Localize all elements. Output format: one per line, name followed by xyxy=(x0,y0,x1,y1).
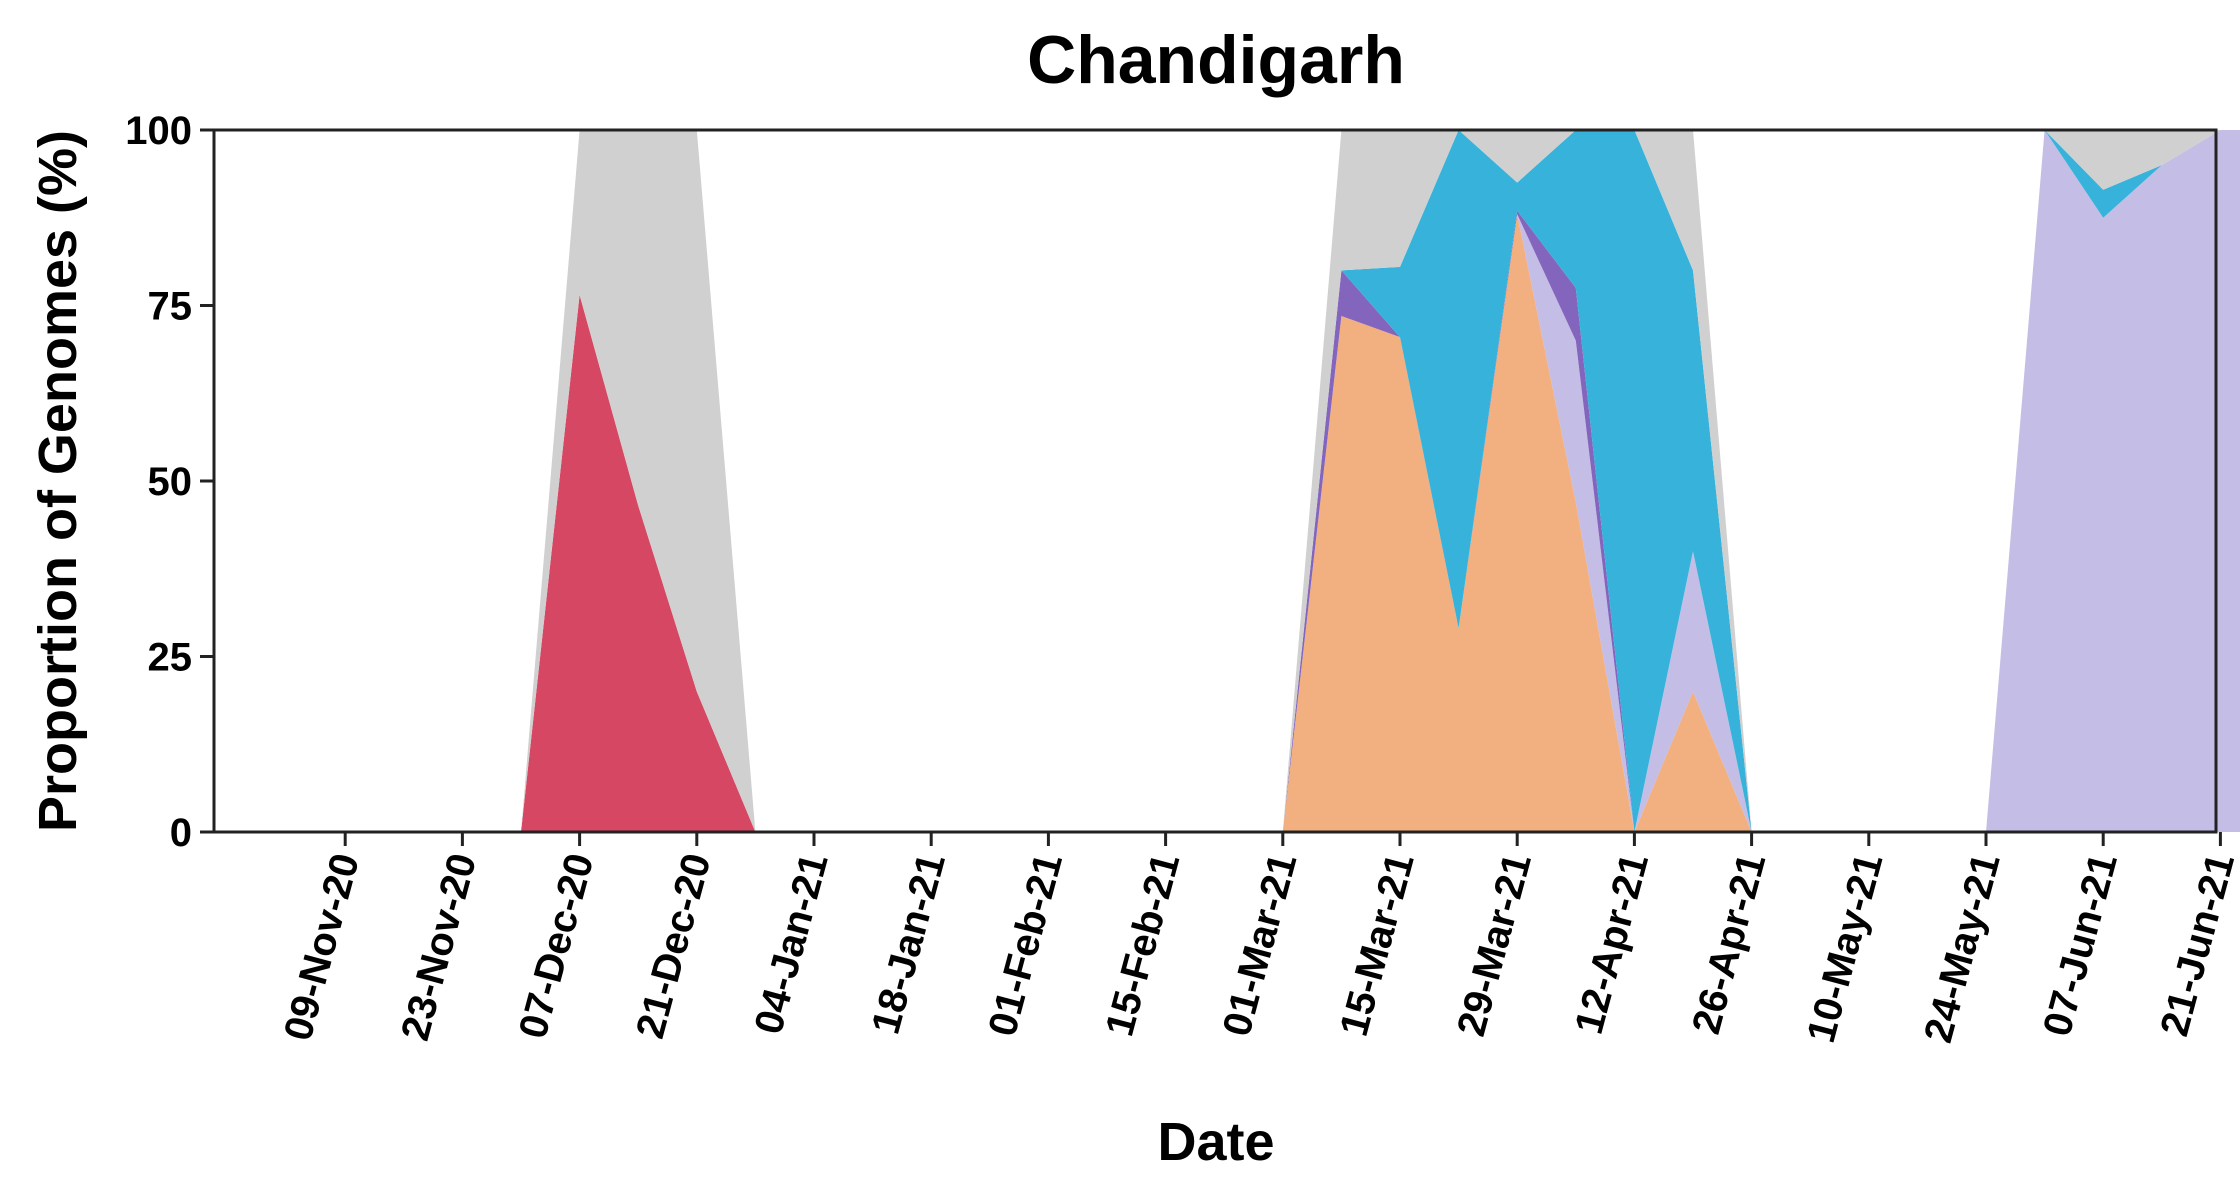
area-series-6 xyxy=(228,130,2240,832)
area-layers xyxy=(228,130,2240,832)
y-tick-label: 25 xyxy=(148,636,193,680)
x-axis-label: Date xyxy=(1157,1112,1274,1172)
area-series-3 xyxy=(228,130,2240,832)
y-tick-label: 100 xyxy=(125,109,192,153)
y-tick-label: 75 xyxy=(148,285,193,329)
y-axis: 0 25 50 75 100 xyxy=(125,109,214,855)
area-series-1 xyxy=(228,295,2240,832)
y-axis-label: Proportion of Genomes (%) xyxy=(28,130,88,832)
y-tick-label: 0 xyxy=(170,811,192,855)
y-tick-label: 50 xyxy=(148,460,193,504)
chart-title: Chandigarh xyxy=(1027,22,1405,98)
